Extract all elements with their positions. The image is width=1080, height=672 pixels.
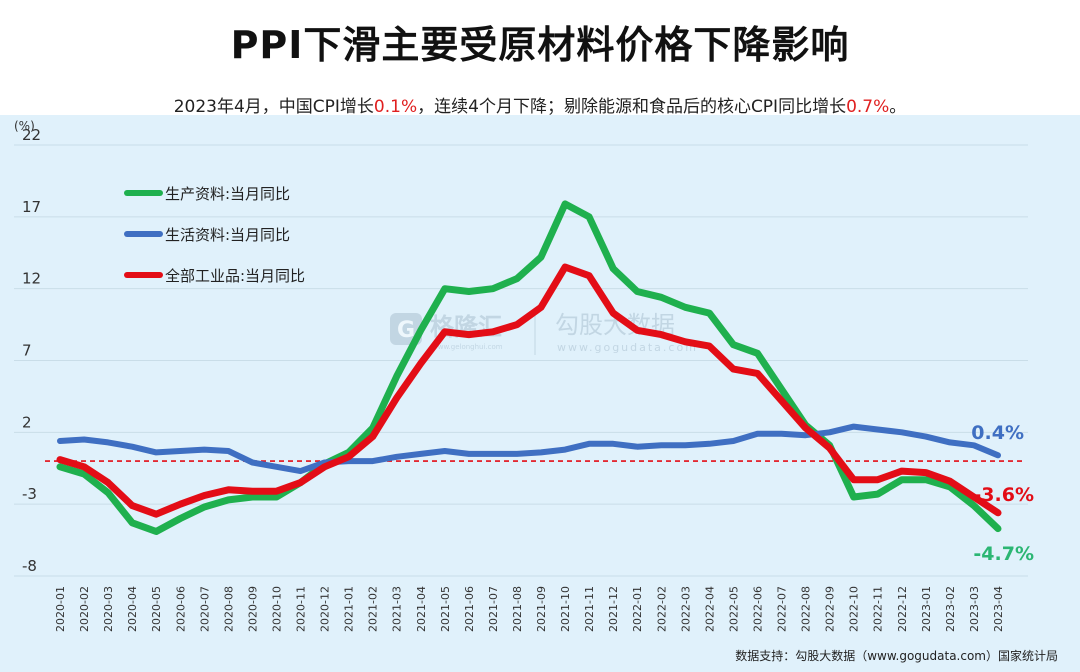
- x-tick-label: 2021-08: [511, 586, 524, 632]
- watermark-logo-glyph: G: [397, 318, 415, 343]
- x-tick-label: 2020-08: [222, 586, 235, 632]
- x-tick-label: 2021-06: [463, 586, 476, 632]
- y-tick-label: 22: [22, 126, 41, 144]
- x-tick-label: 2021-05: [439, 586, 452, 632]
- x-tick-label: 2021-09: [535, 586, 548, 632]
- line-chart: G 格隆汇www.gelonghui.com勾股大数据www.gogudata.c…: [14, 119, 1034, 632]
- subtitle-core-cpi-value: 0.7%: [846, 97, 890, 117]
- subtitle-part1: 2023年4月，中国CPI增长: [173, 97, 374, 117]
- x-tick-label: 2021-03: [391, 586, 404, 632]
- chart-title: PPI下滑主要受原材料价格下降影响: [230, 23, 850, 67]
- x-tick-label: 2023-03: [968, 586, 981, 632]
- x-tick-label: 2021-12: [607, 586, 620, 632]
- subtitle-part2: ，连续4个月下降；剔除能源和食品后的核心CPI同比增长: [417, 97, 847, 117]
- x-tick-label: 2020-07: [198, 586, 211, 632]
- subtitle-cpi-value: 0.1%: [373, 97, 418, 117]
- source-note: 数据支持：勾股大数据（www.gogudata.com）国家统计局: [735, 649, 1058, 663]
- series-line-industry: [56, 263, 1002, 518]
- legend-label: 生活资料:当月同比: [165, 226, 290, 244]
- x-tick-label: 2021-07: [487, 586, 500, 632]
- legend-label: 全部工业品:当月同比: [165, 267, 305, 285]
- watermark: G 格隆汇www.gelonghui.com勾股大数据www.gogudata.c…: [390, 311, 698, 355]
- subtitle-part3: 。: [889, 97, 907, 117]
- x-tick-label: 2020-01: [54, 586, 67, 632]
- y-axis-unit: (%): [14, 119, 35, 133]
- x-tick-label: 2022-03: [679, 586, 692, 632]
- x-tick-label: 2023-04: [992, 586, 1005, 632]
- watermark-brand2-url: www.gogudata.com: [557, 341, 698, 354]
- x-tick-label: 2021-11: [583, 586, 596, 632]
- chart-subtitle: 2023年4月，中国CPI增长0.1%，连续4个月下降；剔除能源和食品后的核心C…: [0, 92, 1080, 117]
- x-tick-label: 2021-10: [559, 586, 572, 632]
- x-tick-label: 2021-02: [367, 586, 380, 632]
- legend-label: 生产资料:当月同比: [165, 185, 290, 203]
- end-label-living: 0.4%: [971, 422, 1024, 444]
- x-tick-label: 2020-06: [174, 586, 187, 632]
- x-tick-label: 2022-11: [872, 586, 885, 632]
- y-tick-label: 2: [22, 413, 32, 431]
- y-tick-label: -3: [22, 485, 37, 503]
- x-tick-label: 2022-06: [751, 586, 764, 632]
- x-tick-label: 2022-09: [824, 586, 837, 632]
- x-tick-label: 2021-04: [415, 586, 428, 632]
- x-tick-label: 2022-10: [848, 586, 861, 632]
- chart-panel: G 格隆汇 www.gelonghui.com 勾股大数据 www.gogudata.c…: [0, 115, 1080, 672]
- x-tick-label: 2020-10: [270, 586, 283, 632]
- axes: 22 17 12 7 2 -3 -8 (%) 2020-01 2020-02 2020-03 2020…: [14, 119, 1005, 632]
- x-tick-label: 2022-12: [896, 586, 909, 632]
- y-tick-label: 12: [22, 270, 41, 288]
- y-tick-label: 17: [22, 198, 41, 216]
- x-tick-label: 2020-05: [150, 586, 163, 632]
- x-tick-label: 2022-01: [631, 586, 644, 632]
- series-lines: [56, 200, 1002, 535]
- x-tick-label: 2023-02: [944, 586, 957, 632]
- x-tick-label: 2022-04: [703, 586, 716, 632]
- x-tick-label: 2020-03: [102, 586, 115, 632]
- watermark-brand1-url: www.gelonghui.com: [432, 343, 503, 351]
- x-tick-label: 2022-02: [655, 586, 668, 632]
- x-tick-label: 2020-12: [319, 586, 332, 632]
- y-tick-label: 7: [22, 342, 32, 360]
- x-tick-label: 2020-04: [126, 586, 139, 632]
- end-label-industry: -3.6%: [973, 484, 1034, 506]
- x-tick-label: 2022-05: [727, 586, 740, 632]
- end-labels: -4.7% 0.4% -3.6%: [971, 422, 1034, 565]
- x-tick-label: 2021-01: [343, 586, 356, 632]
- y-tick-label: -8: [22, 557, 37, 575]
- series-line-living: [57, 423, 1001, 475]
- x-tick-label: 2022-08: [800, 586, 813, 632]
- x-tick-label: 2023-01: [920, 586, 933, 632]
- x-tick-label: 2020-09: [246, 586, 259, 632]
- series-line-production: [56, 200, 1002, 535]
- x-tick-label: 2022-07: [776, 586, 789, 632]
- end-label-production: -4.7%: [973, 543, 1034, 565]
- x-tick-label: 2020-02: [78, 586, 91, 632]
- x-tick-label: 2020-11: [295, 586, 308, 632]
